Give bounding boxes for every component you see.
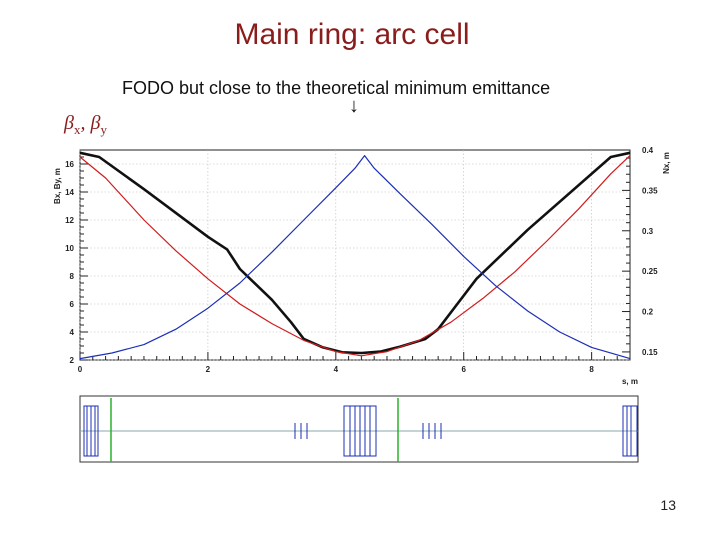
beta-x-subscript: x: [73, 122, 81, 137]
y-left-tick-label: 16: [65, 160, 74, 169]
beta-function-label: βx, βy: [64, 112, 107, 138]
beta-curve-1: [79, 155, 631, 357]
lattice-diagram: [79, 395, 639, 463]
y-right-tick-label: 0.25: [642, 267, 658, 276]
x-axis-label: s, m: [622, 377, 638, 386]
y-left-tick-label: 14: [65, 188, 74, 197]
beta-curve-2: [79, 155, 631, 360]
x-tick-label: 8: [589, 365, 594, 374]
beta-y-subscript: y: [100, 122, 107, 137]
slide-subtitle: FODO but close to the theoretical minimu…: [122, 78, 551, 98]
quadrupole-left: [83, 405, 99, 457]
x-tick-label: 2: [206, 365, 211, 374]
beta-symbol: β: [90, 112, 101, 134]
quadrupole-center: [343, 405, 377, 457]
y-axis-right-label: Nx, m: [662, 152, 671, 174]
y-right-tick-label: 0.15: [642, 348, 658, 357]
plot-frame: [79, 149, 631, 361]
x-tick-label: 4: [334, 365, 339, 374]
y-right-tick-label: 0.3: [642, 227, 654, 236]
y-right-tick-label: 0.2: [642, 308, 654, 317]
x-tick-label: 6: [461, 365, 466, 374]
down-arrow-icon: ↓: [349, 95, 359, 117]
beta-separator: ,: [80, 112, 91, 134]
slide-title: Main ring: arc cell: [234, 18, 470, 51]
y-left-tick-label: 8: [70, 272, 75, 281]
beta-curves: [79, 151, 631, 360]
quadrupole-right: [622, 405, 638, 457]
lattice-frame: [79, 395, 639, 463]
y-right-tick-label: 0.35: [642, 186, 658, 195]
y-right-tick-label: 0.4: [642, 146, 654, 155]
y-left-tick-label: 6: [70, 300, 75, 309]
dipole-group-left: [294, 423, 308, 439]
x-tick-label: 0: [78, 365, 83, 374]
beta-symbol: β: [64, 112, 74, 134]
y-left-tick-label: 10: [65, 244, 74, 253]
y-left-tick-label: 4: [70, 328, 75, 337]
y-left-tick-label: 2: [70, 356, 75, 365]
page-number: 13: [660, 497, 676, 513]
y-left-tick-label: 12: [65, 216, 74, 225]
y-axis-left-label: Bx, By, m: [53, 168, 62, 204]
dipole-group-right: [422, 423, 442, 439]
